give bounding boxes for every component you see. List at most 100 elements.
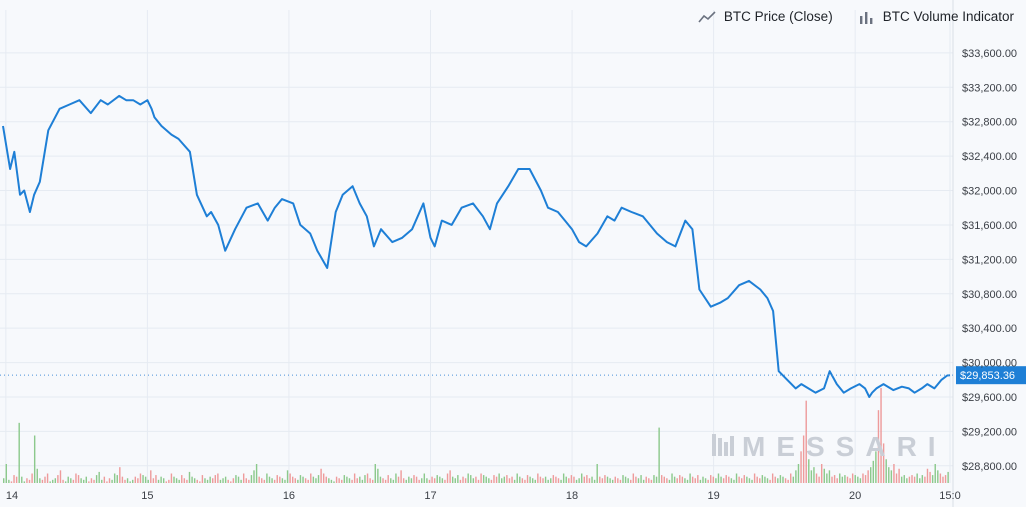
volume-bar [209, 476, 211, 483]
volume-bar [371, 479, 374, 483]
volume-bar [624, 476, 627, 483]
volume-bar [555, 476, 557, 483]
volume-bar [402, 478, 405, 483]
volume-bar [565, 476, 567, 483]
volume-bar [844, 475, 846, 483]
legend-volume-item[interactable]: BTC Volume Indicator [857, 9, 1014, 24]
volume-bar [222, 478, 224, 483]
volume-bar [947, 471, 949, 483]
legend-price-item[interactable]: BTC Price (Close) [698, 9, 833, 24]
volume-bar [717, 473, 720, 483]
volume-bar [286, 470, 289, 483]
volume-bar [857, 476, 859, 483]
volume-bar [201, 475, 204, 483]
volume-bar [111, 479, 113, 483]
volume-bar [583, 476, 586, 483]
volume-bar [46, 473, 49, 483]
volume-bar [715, 478, 717, 483]
volume-bar [684, 478, 686, 483]
volume-bar [779, 475, 782, 483]
volume-bar [544, 476, 547, 483]
volume-bar [575, 479, 578, 483]
volume-bar [472, 478, 475, 483]
volume-bar [441, 478, 444, 483]
volume-bar [405, 479, 407, 483]
volume-bar [903, 475, 905, 483]
volume-bar [276, 475, 278, 483]
volume-bar [227, 479, 229, 483]
volume-bar [485, 476, 487, 483]
volume-bar [41, 479, 44, 483]
volume-bar [108, 478, 111, 483]
volume-bar [849, 478, 851, 483]
volume-bar [640, 475, 642, 483]
watermark-text: MESSARI [742, 431, 947, 462]
volume-bar [650, 479, 653, 483]
volume-bar [459, 479, 462, 483]
volume-bar [36, 468, 38, 483]
volume-bar [735, 473, 738, 483]
volume-bar [26, 478, 28, 483]
y-tick-label: $28,800.00 [962, 461, 1017, 473]
volume-bar [245, 478, 247, 483]
chart-legend: BTC Price (Close) BTC Volume Indicator [698, 9, 1014, 24]
volume-bar [846, 476, 849, 483]
volume-bar [423, 473, 426, 483]
volume-bar [261, 478, 263, 483]
x-tick-label: 18 [566, 490, 578, 502]
volume-bar [413, 475, 415, 483]
volume-bar [178, 479, 180, 483]
volume-bar [88, 481, 90, 483]
volume-bar [183, 478, 186, 483]
volume-bar [733, 479, 735, 483]
volume-bar [333, 481, 335, 483]
volume-bar [144, 476, 147, 483]
price-series [2, 94, 951, 398]
volume-bar [637, 478, 640, 483]
current-price-label: $29,853.36 [960, 370, 1015, 382]
volume-bar [418, 479, 420, 483]
volume-bar [508, 478, 511, 483]
current-price-marker: $29,853.36 [0, 366, 1026, 385]
y-tick-label: $32,000.00 [962, 186, 1017, 198]
volume-bar [707, 479, 709, 483]
volume-bar [390, 478, 392, 483]
volume-bar [614, 476, 616, 483]
volume-bar [570, 475, 573, 483]
volume-bar [916, 473, 918, 483]
volume-bar [630, 479, 632, 483]
volume-bar [534, 479, 536, 483]
volume-bar [351, 479, 353, 483]
volume-bar [297, 479, 299, 483]
volume-bar [689, 473, 691, 483]
volume-bar [797, 464, 800, 483]
volume-bar [315, 478, 317, 483]
volume-bar [77, 475, 80, 483]
volume-bar [808, 459, 810, 483]
volume-bar [214, 475, 217, 483]
volume-bar [392, 479, 395, 483]
volume-bar [415, 476, 418, 483]
volume-bar [668, 479, 671, 483]
volume-bar [320, 468, 322, 483]
volume-bar [529, 476, 531, 483]
volume-bar [457, 475, 459, 483]
volume-bar [722, 478, 725, 483]
volume-bar [98, 471, 100, 483]
volume-bar [931, 475, 934, 483]
volume-bar [289, 473, 291, 483]
volume-bar [537, 473, 539, 483]
volume-bar [175, 478, 178, 483]
volume-bar [740, 478, 743, 483]
volume-bar [181, 475, 183, 483]
volume-bar [317, 475, 320, 483]
volume-bar [601, 478, 604, 483]
volume-bar [369, 478, 371, 483]
volume-bar [617, 478, 619, 483]
x-tick-label: 19 [707, 490, 719, 502]
volume-bar [382, 478, 384, 483]
volume-bar [895, 473, 898, 483]
volume-bar [377, 468, 379, 483]
x-axis: 14 15 16 17 18 19 20 15:0 [6, 490, 961, 502]
